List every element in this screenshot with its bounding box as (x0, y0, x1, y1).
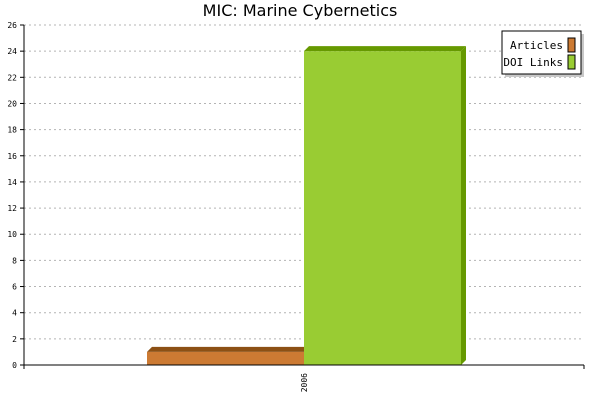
bar-top-face (304, 46, 466, 52)
legend-swatch (567, 37, 576, 53)
bar-articles (147, 351, 304, 365)
y-tick-label: 2 (12, 335, 17, 344)
chart-title: MIC: Marine Cybernetics (203, 1, 398, 20)
bars (147, 46, 466, 366)
y-tick-label: 4 (12, 309, 17, 318)
y-tick-label: 16 (7, 152, 17, 161)
y-tick-label: 8 (12, 256, 17, 265)
y-tick-label: 18 (7, 126, 17, 135)
y-tick-label: 24 (7, 47, 17, 56)
y-tick-label: 10 (7, 230, 17, 239)
y-tick-label: 20 (7, 99, 17, 108)
legend-label: Articles (510, 39, 563, 52)
legend-label: DOI Links (503, 56, 563, 69)
bar-top-face (147, 346, 309, 352)
y-tick-label: 12 (7, 204, 17, 213)
bar-side-face (461, 46, 466, 366)
legend: Articles DOI Links (501, 30, 584, 77)
axes (23, 25, 584, 366)
y-tick-label: 22 (7, 73, 17, 82)
x-axis-ticks: 2006 (23, 365, 585, 392)
y-tick-label: 0 (12, 361, 17, 370)
x-tick-label: 2006 (300, 373, 309, 392)
y-tick-label: 6 (12, 283, 17, 292)
legend-swatch (567, 54, 576, 70)
y-tick-label: 14 (7, 178, 17, 187)
bar-doi-links (304, 51, 461, 366)
y-tick-label: 26 (7, 21, 17, 30)
